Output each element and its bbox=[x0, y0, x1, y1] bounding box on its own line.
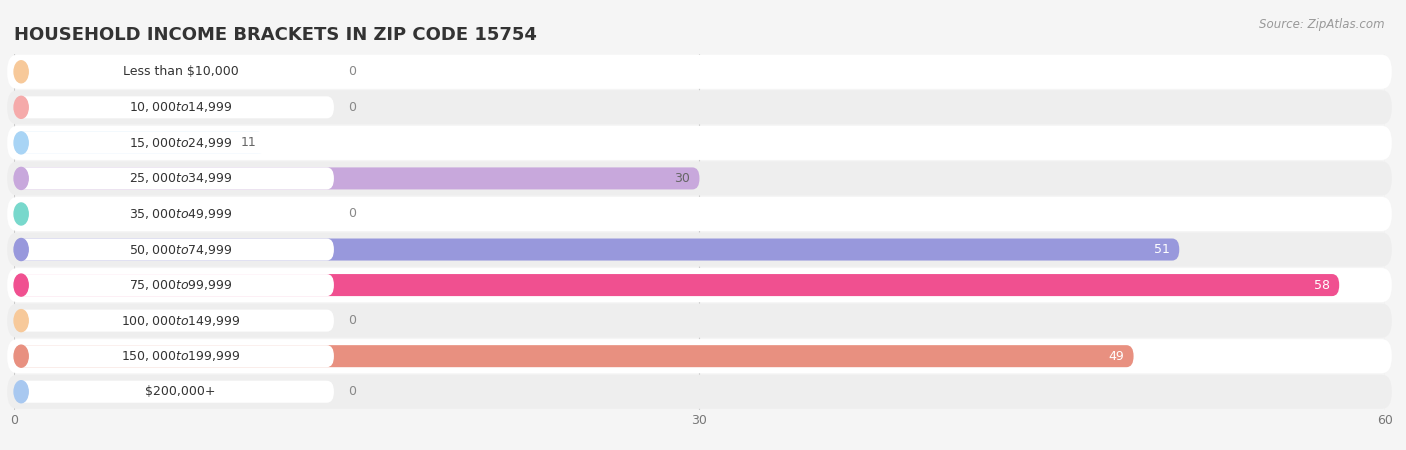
Text: $50,000 to $74,999: $50,000 to $74,999 bbox=[128, 243, 232, 256]
Circle shape bbox=[14, 203, 28, 225]
FancyBboxPatch shape bbox=[7, 233, 1392, 266]
FancyBboxPatch shape bbox=[14, 274, 1340, 296]
Text: Less than $10,000: Less than $10,000 bbox=[122, 65, 238, 78]
Text: HOUSEHOLD INCOME BRACKETS IN ZIP CODE 15754: HOUSEHOLD INCOME BRACKETS IN ZIP CODE 15… bbox=[14, 26, 537, 44]
Text: $35,000 to $49,999: $35,000 to $49,999 bbox=[128, 207, 232, 221]
FancyBboxPatch shape bbox=[14, 132, 266, 154]
FancyBboxPatch shape bbox=[14, 381, 335, 403]
Circle shape bbox=[14, 132, 28, 154]
Text: 0: 0 bbox=[347, 101, 356, 114]
Text: 0: 0 bbox=[347, 65, 356, 78]
FancyBboxPatch shape bbox=[14, 167, 700, 189]
FancyBboxPatch shape bbox=[14, 345, 1133, 367]
Circle shape bbox=[14, 274, 28, 296]
FancyBboxPatch shape bbox=[14, 96, 335, 118]
Text: $150,000 to $199,999: $150,000 to $199,999 bbox=[121, 349, 240, 363]
Text: 0: 0 bbox=[347, 385, 356, 398]
FancyBboxPatch shape bbox=[14, 61, 335, 83]
Text: $15,000 to $24,999: $15,000 to $24,999 bbox=[128, 136, 232, 150]
Text: 30: 30 bbox=[675, 172, 690, 185]
FancyBboxPatch shape bbox=[7, 90, 1392, 124]
Circle shape bbox=[14, 61, 28, 83]
FancyBboxPatch shape bbox=[7, 197, 1392, 231]
FancyBboxPatch shape bbox=[14, 310, 335, 332]
FancyBboxPatch shape bbox=[7, 268, 1392, 302]
Circle shape bbox=[14, 310, 28, 332]
FancyBboxPatch shape bbox=[7, 126, 1392, 160]
Text: Source: ZipAtlas.com: Source: ZipAtlas.com bbox=[1260, 18, 1385, 31]
Text: 0: 0 bbox=[347, 314, 356, 327]
Text: 11: 11 bbox=[240, 136, 256, 149]
Circle shape bbox=[14, 238, 28, 261]
Text: $100,000 to $149,999: $100,000 to $149,999 bbox=[121, 314, 240, 328]
FancyBboxPatch shape bbox=[7, 339, 1392, 373]
Text: $10,000 to $14,999: $10,000 to $14,999 bbox=[128, 100, 232, 114]
Text: 58: 58 bbox=[1315, 279, 1330, 292]
FancyBboxPatch shape bbox=[14, 203, 335, 225]
FancyBboxPatch shape bbox=[7, 162, 1392, 195]
FancyBboxPatch shape bbox=[14, 238, 335, 261]
FancyBboxPatch shape bbox=[14, 132, 335, 154]
Circle shape bbox=[14, 381, 28, 403]
Text: 51: 51 bbox=[1154, 243, 1170, 256]
FancyBboxPatch shape bbox=[7, 375, 1392, 409]
Text: $25,000 to $34,999: $25,000 to $34,999 bbox=[128, 171, 232, 185]
FancyBboxPatch shape bbox=[14, 238, 1180, 261]
Text: $200,000+: $200,000+ bbox=[145, 385, 215, 398]
Circle shape bbox=[14, 96, 28, 118]
FancyBboxPatch shape bbox=[14, 167, 335, 189]
Text: 49: 49 bbox=[1109, 350, 1125, 363]
FancyBboxPatch shape bbox=[14, 345, 335, 367]
Circle shape bbox=[14, 345, 28, 367]
Circle shape bbox=[14, 167, 28, 189]
FancyBboxPatch shape bbox=[7, 55, 1392, 89]
FancyBboxPatch shape bbox=[14, 274, 335, 296]
FancyBboxPatch shape bbox=[7, 304, 1392, 338]
Text: $75,000 to $99,999: $75,000 to $99,999 bbox=[128, 278, 232, 292]
Text: 0: 0 bbox=[347, 207, 356, 220]
